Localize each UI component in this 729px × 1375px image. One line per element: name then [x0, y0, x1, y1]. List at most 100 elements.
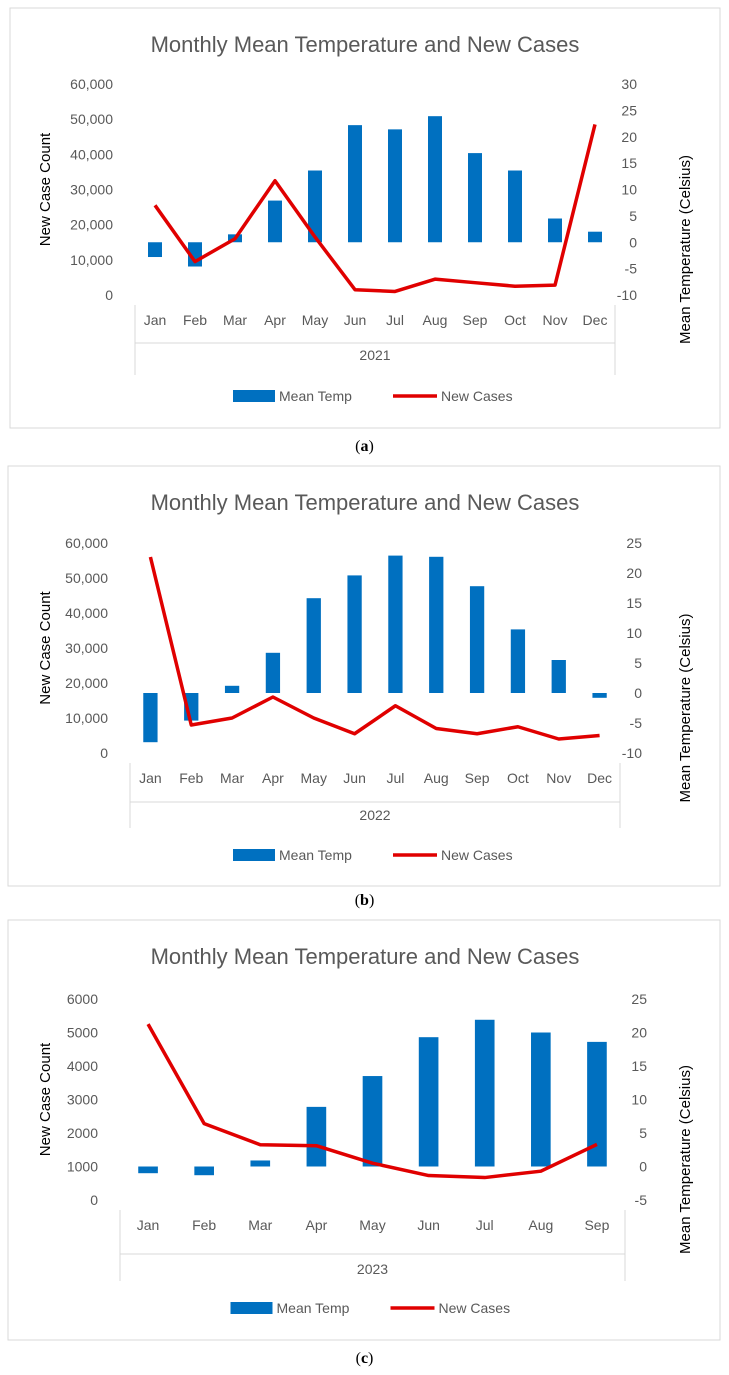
temp-bar	[348, 125, 362, 243]
left-tick-label: 20,000	[70, 217, 113, 233]
category-label: Jun	[417, 1217, 440, 1233]
category-label: Sep	[465, 770, 490, 786]
right-tick-label: 20	[626, 565, 642, 581]
right-tick-label: 15	[631, 1058, 647, 1074]
right-tick-label: 25	[626, 535, 642, 551]
temp-bar	[224, 685, 240, 693]
new-cases-line	[153, 124, 597, 294]
left-tick-label: 4000	[67, 1058, 98, 1074]
chart-a-border	[9, 7, 721, 429]
temp-bar	[265, 652, 281, 693]
legend-bar-swatch	[230, 1302, 273, 1314]
temp-bar	[268, 200, 282, 243]
chart-a-plot: 0 10,000 20,000 30,000 40,000 50,000 60,000 -10…	[37, 76, 694, 404]
left-tick-label: 60,000	[70, 76, 113, 92]
caption-a: (a)	[355, 438, 374, 455]
category-label: Jul	[476, 1217, 494, 1233]
temp-bar	[306, 598, 321, 693]
temp-bar	[388, 129, 402, 243]
left-tick-label: 20,000	[65, 675, 108, 691]
year-label: 2021	[359, 347, 390, 363]
left-tick-label: 0	[105, 287, 113, 303]
chart-a-title: Monthly Mean Temperature and New Cases	[151, 32, 580, 57]
category-label: Jun	[343, 770, 366, 786]
temp-bar	[388, 555, 403, 693]
category-label: Jan	[137, 1217, 160, 1233]
right-axis-title: Mean Temperature (Celsius)	[677, 614, 694, 803]
temp-bar	[194, 1166, 214, 1176]
chart-b-border	[7, 465, 721, 887]
left-tick-label: 5000	[67, 1025, 98, 1041]
category-label: Jun	[344, 312, 367, 328]
chart-b-plot: 0 10,000 20,000 30,000 40,000 50,000 60,000 -10…	[37, 535, 694, 863]
category-label: Feb	[183, 312, 207, 328]
category-label: May	[302, 312, 328, 328]
chart-panel-a: Monthly Mean Temperature and New Cases 0…	[0, 0, 729, 440]
legend-bar-swatch	[233, 390, 275, 402]
left-tick-label: 10,000	[70, 252, 113, 268]
legend-mean-temp-label: Mean Temp	[277, 1300, 350, 1316]
temp-bar	[474, 1019, 495, 1167]
category-label: Mar	[223, 312, 247, 328]
category-label: Jan	[139, 770, 162, 786]
category-label: Aug	[424, 770, 449, 786]
left-tick-label: 3000	[67, 1092, 98, 1108]
category-label: Sep	[584, 1217, 609, 1233]
temp-bar	[306, 1106, 327, 1167]
right-tick-label: 25	[621, 102, 637, 118]
caption-c: (c)	[355, 1350, 374, 1367]
temp-bar	[531, 1032, 551, 1167]
right-tick-label: 15	[621, 155, 637, 171]
temp-bar	[468, 153, 482, 243]
temp-bar	[148, 242, 162, 258]
caption-b: (b)	[354, 892, 375, 909]
temp-bar	[362, 1076, 383, 1167]
temp-bar	[418, 1037, 439, 1167]
category-label: Nov	[543, 312, 568, 328]
temp-bar	[469, 586, 485, 693]
temp-bar	[347, 575, 362, 693]
category-label: Feb	[179, 770, 203, 786]
category-label: Aug	[423, 312, 448, 328]
right-tick-label: 10	[626, 625, 642, 641]
category-label: Nov	[546, 770, 571, 786]
right-axis-title: Mean Temperature (Celsius)	[677, 1065, 694, 1254]
temp-bar	[138, 1166, 158, 1174]
temp-bar	[308, 170, 322, 243]
temp-bar	[510, 629, 526, 693]
left-tick-label: 30,000	[65, 640, 108, 656]
right-tick-label: -5	[625, 261, 638, 277]
left-tick-label: 40,000	[70, 146, 113, 162]
right-tick-label: 25	[631, 991, 647, 1007]
temp-bar	[548, 218, 562, 243]
category-label: Jul	[386, 770, 404, 786]
right-tick-label: 20	[631, 1025, 647, 1041]
category-label: Oct	[507, 770, 529, 786]
right-tick-label: 5	[634, 655, 642, 671]
new-cases-line	[146, 1023, 598, 1180]
legend-mean-temp-label: Mean Temp	[279, 388, 352, 404]
category-label: Apr	[305, 1217, 327, 1233]
category-label: Jan	[144, 312, 167, 328]
left-axis-title: New Case Count	[37, 132, 54, 246]
temp-bar	[143, 693, 158, 743]
left-tick-label: 60,000	[65, 535, 108, 551]
right-tick-label: 10	[621, 182, 637, 198]
chart-panel-b: Monthly Mean Temperature and New Cases 0…	[0, 460, 729, 890]
legend-mean-temp-label: Mean Temp	[279, 847, 352, 863]
right-tick-label: -5	[630, 715, 643, 731]
left-tick-label: 2000	[67, 1125, 98, 1141]
category-label: May	[301, 770, 327, 786]
category-label: Dec	[583, 312, 608, 328]
right-tick-label: 10	[631, 1092, 647, 1108]
left-axis-title: New Case Count	[37, 1042, 54, 1156]
chart-panel-c: Monthly Mean Temperature and New Cases 0…	[0, 914, 729, 1344]
legend-new-cases-label: New Cases	[441, 388, 513, 404]
left-tick-label: 0	[90, 1192, 98, 1208]
chart-c-plot: 0 1000 2000 3000 4000 5000 6000 -5 0 5 10 15 20 25 New…	[37, 991, 694, 1316]
category-label: Feb	[192, 1217, 216, 1233]
temp-bar	[250, 1160, 271, 1167]
new-cases-line	[148, 556, 600, 741]
category-label: Mar	[220, 770, 244, 786]
legend-new-cases-label: New Cases	[441, 847, 513, 863]
